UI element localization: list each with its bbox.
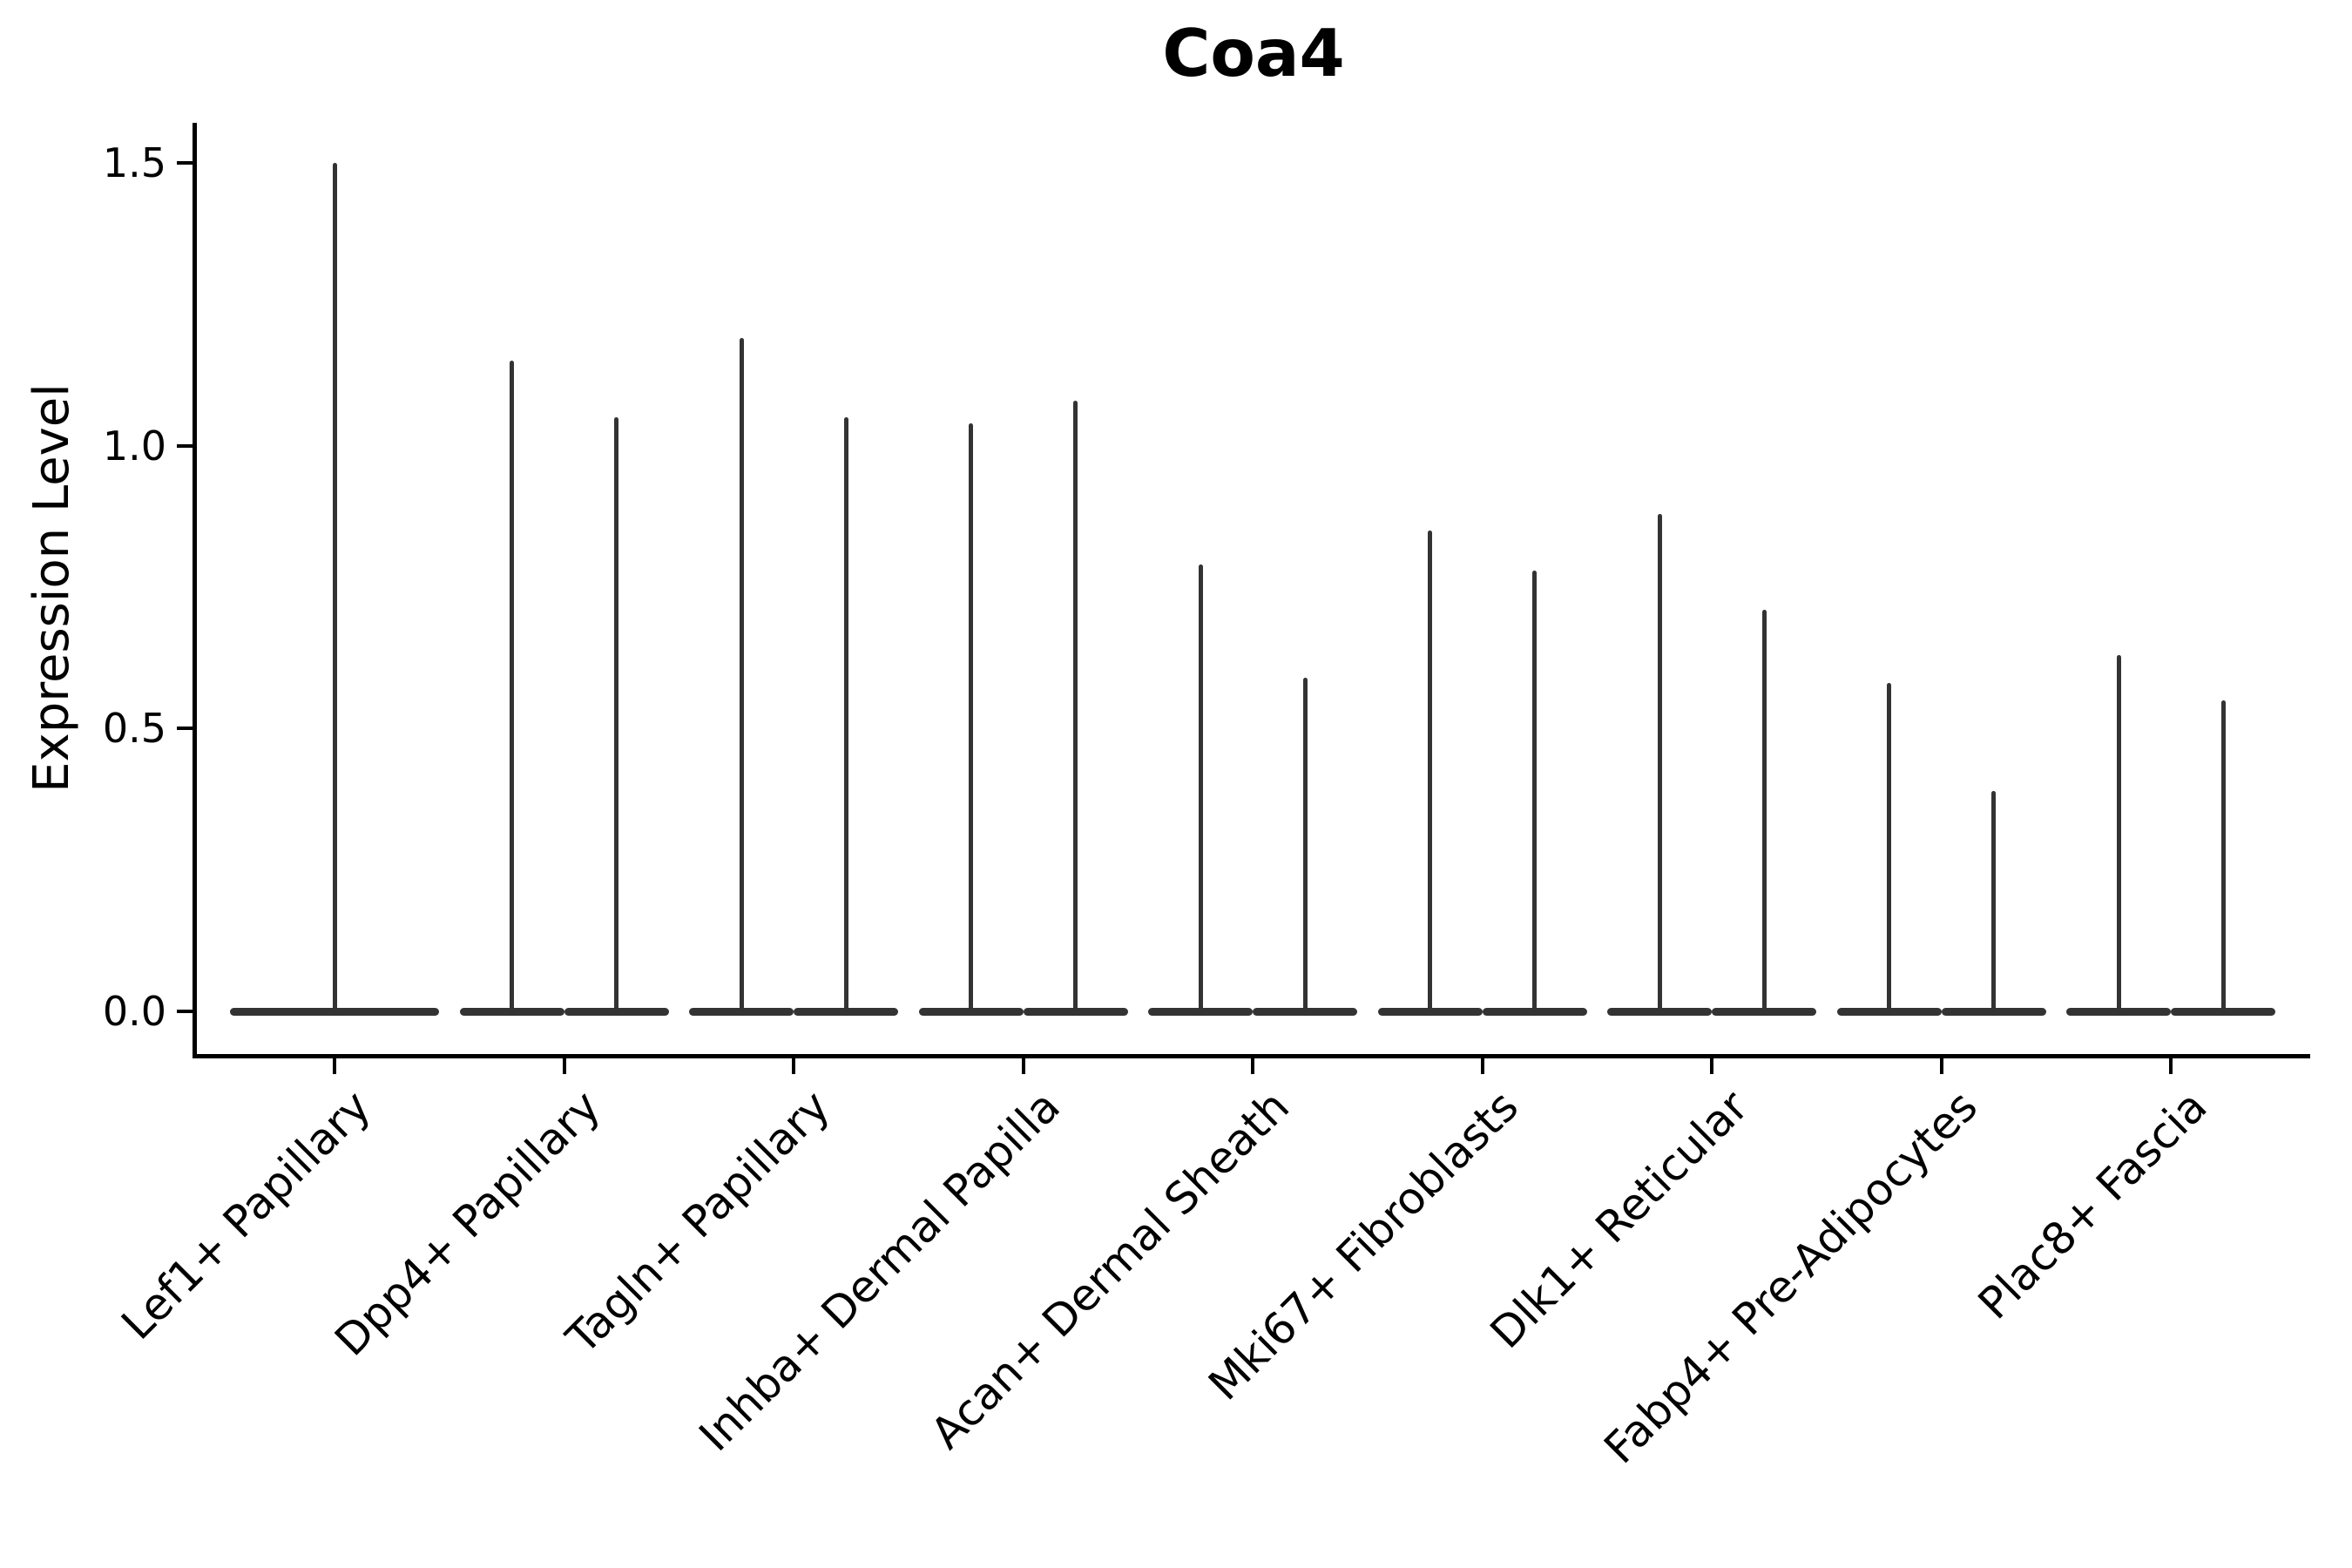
violin-body (230, 1007, 439, 1016)
y-tick-label: 0.0 (102, 988, 166, 1035)
violin-spike (969, 422, 973, 1011)
violin-body (2171, 1007, 2275, 1016)
violin-spike (1991, 790, 1996, 1011)
x-tick-mark (562, 1058, 566, 1074)
x-tick-label: Plac8+ Fascia (1969, 1080, 2217, 1329)
violin-body (1148, 1007, 1253, 1016)
violin-body (1377, 1007, 1483, 1016)
violin-spike (1198, 564, 1203, 1011)
x-tick-mark (2169, 1058, 2173, 1074)
violin-body (1023, 1007, 1128, 1016)
x-tick-mark (1480, 1058, 1484, 1074)
violin-spike (1532, 570, 1537, 1011)
violin-body (689, 1007, 794, 1016)
violin-spike (1073, 400, 1078, 1011)
y-tick-mark (177, 1010, 193, 1013)
violin-spike (843, 417, 848, 1011)
violin-body (1253, 1007, 1357, 1016)
violin-spike (510, 361, 514, 1011)
x-axis-spine (193, 1054, 2310, 1058)
violin-body (1941, 1007, 2046, 1016)
violin-body (564, 1007, 669, 1016)
x-tick-mark (1251, 1058, 1254, 1074)
x-tick-label: Lef1+ Papillary (112, 1080, 381, 1349)
y-tick-label: 0.5 (102, 705, 166, 753)
x-tick-mark (1939, 1058, 1943, 1074)
y-tick-label: 1.5 (102, 139, 166, 187)
chart-title: Coa4 (1162, 15, 1345, 91)
violin-body (459, 1007, 564, 1016)
violin-body (2066, 1007, 2171, 1016)
violin-body (794, 1007, 898, 1016)
x-tick-mark (792, 1058, 795, 1074)
violin-spike (1887, 683, 1891, 1011)
violin-spike (2220, 700, 2226, 1011)
violin-body (918, 1007, 1024, 1016)
y-axis-label: Expression Level (24, 383, 80, 793)
violin-spike (332, 163, 337, 1011)
violin-body (1712, 1007, 1816, 1016)
x-tick-mark (1021, 1058, 1025, 1074)
y-tick-mark (177, 727, 193, 731)
violin-body (1482, 1007, 1587, 1016)
x-tick-mark (333, 1058, 336, 1074)
x-tick-label: Fabp4+ Pre-Adipocytes (1594, 1080, 1988, 1474)
violin-spike (2116, 654, 2121, 1011)
y-tick-mark (177, 443, 193, 448)
violin-spike (1657, 513, 1662, 1011)
y-axis-spine (193, 123, 197, 1058)
violin-spike (1302, 677, 1308, 1011)
violin-spike (614, 417, 618, 1011)
violin-body (1836, 1007, 1942, 1016)
violin-body (1607, 1007, 1712, 1016)
y-tick-label: 1.0 (102, 422, 166, 470)
violin-spike (739, 338, 744, 1011)
x-tick-mark (1710, 1058, 1713, 1074)
violin-spike (1761, 609, 1767, 1011)
violin-spike (1428, 531, 1432, 1011)
y-tick-mark (177, 161, 193, 166)
